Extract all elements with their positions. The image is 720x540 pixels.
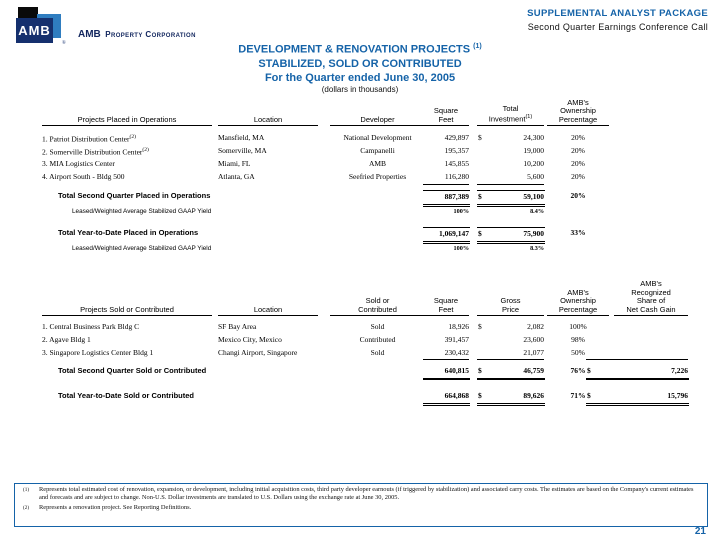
placed-total-ytd-yield: Leased/Weighted Average Stabilized GAAP … [72, 245, 544, 252]
footnote-text: Represents total estimated cost of renov… [39, 486, 694, 502]
dollar-sign: $ [478, 391, 482, 400]
yield-label: Leased/Weighted Average Stabilized GAAP … [72, 208, 212, 215]
brand-name: AMB Property Corporation [78, 24, 196, 42]
col-header-ownership-pct: AMB's Ownership Percentage [547, 98, 609, 126]
col-header-total-investment: Total Investment(1) [477, 104, 544, 126]
conference-call-subtitle: Second Quarter Earnings Conference Call [527, 22, 708, 32]
dollar-sign: $ [478, 133, 482, 142]
sum-rule [477, 359, 544, 360]
col-header-sold-or-contributed: Sold or Contributed [330, 296, 425, 316]
col-header-location: Location [218, 305, 318, 316]
col-header-projects-sold: Projects Sold or Contributed [42, 305, 212, 316]
brand-rest: Property Corporation [105, 30, 196, 39]
table-row: 2. Agave Bldg 1 Mexico City, Mexico Cont… [42, 335, 585, 344]
title-footnote-ref: (1) [473, 43, 482, 50]
dollar-sign: $ [478, 229, 482, 238]
col-header-projects-placed: Projects Placed in Operations [42, 115, 212, 126]
yield-label: Leased/Weighted Average Stabilized GAAP … [72, 245, 212, 252]
col-header-square-feet: Square Feet [423, 106, 469, 126]
total-label: Total Second Quarter Sold or Contributed [58, 366, 207, 375]
placed-total-ytd: Total Year-to-Date Placed in Operations … [0, 227, 720, 244]
total-label: Total Year-to-Date Placed in Operations [58, 228, 199, 237]
title-line-1: DEVELOPMENT & RENOVATION PROJECTS (1) [238, 43, 482, 56]
table-row: 2. Somerville Distribution Center(2) Som… [42, 146, 585, 157]
dollar-sign: $ [478, 366, 482, 375]
registered-trademark: ® [62, 41, 66, 46]
footnote-mark: (1) [23, 487, 30, 493]
placed-table-header: Projects Placed in Operations Location D… [0, 92, 720, 126]
dollar-sign: $ [587, 366, 591, 375]
title-line-2: STABILIZED, SOLD OR CONTRIBUTED [258, 57, 462, 70]
investment-footnote-ref: (1) [525, 114, 533, 120]
footnotes-box: (1) Represents total estimated cost of r… [14, 483, 708, 527]
dollar-sign: $ [587, 391, 591, 400]
dollar-sign: $ [478, 192, 482, 201]
sum-rule [477, 184, 544, 185]
sum-rule [586, 359, 688, 360]
footnote-text: Represents a renovation project. See Rep… [39, 504, 192, 512]
amb-logo: AMB ® [8, 5, 70, 51]
placed-total-q2-yield: Leased/Weighted Average Stabilized GAAP … [72, 208, 544, 215]
table-row: 3. Singapore Logistics Center Bldg 1 Cha… [42, 348, 585, 357]
logo-navy-square: AMB [16, 18, 53, 43]
dollar-sign: $ [478, 322, 482, 331]
table-row: 3. MIA Logistics Center Miami, FL AMB 14… [42, 159, 585, 168]
total-label: Total Year-to-Date Sold or Contributed [58, 391, 194, 400]
sum-rule [423, 359, 469, 360]
col-header-ownership-pct: AMB's Ownership Percentage [547, 288, 609, 316]
table-row: 4. Airport South - Bldg 500 Atlanta, GA … [42, 172, 585, 181]
title-line-3: For the Quarter ended June 30, 2005 [264, 71, 456, 84]
col-header-gross-price: Gross Price [477, 296, 544, 316]
col-header-location: Location [218, 115, 318, 126]
footnote-1: (1) Represents total estimated cost of r… [23, 486, 699, 502]
header-right: SUPPLEMENTAL ANALYST PACKAGE Second Quar… [527, 8, 708, 32]
col-header-developer: Developer [330, 115, 425, 126]
total-label: Total Second Quarter Placed in Operation… [58, 191, 211, 200]
col-header-square-feet: Square Feet [423, 296, 469, 316]
logo-text: AMB [18, 23, 51, 38]
units-note: (dollars in thousands) [321, 85, 399, 94]
sold-table-header: Projects Sold or Contributed Location So… [0, 266, 720, 316]
sold-total-q2: Total Second Quarter Sold or Contributed… [0, 365, 720, 380]
footnote-2: (2) Represents a renovation project. See… [23, 504, 699, 512]
brand-amb: AMB [78, 29, 101, 40]
footnote-mark: (2) [23, 505, 30, 512]
table-row: 1. Central Business Park Bldg C SF Bay A… [42, 322, 587, 331]
sum-rule [423, 184, 469, 185]
page-title: DEVELOPMENT & RENOVATION PROJECTS (1) ST… [120, 40, 600, 85]
placed-total-q2: Total Second Quarter Placed in Operation… [0, 190, 720, 207]
sold-total-ytd: Total Year-to-Date Sold or Contributed 6… [0, 390, 720, 406]
col-header-net-cash-gain: AMB's Recognized Share of Net Cash Gain [614, 279, 688, 316]
page-number: 21 [694, 526, 706, 537]
package-title: SUPPLEMENTAL ANALYST PACKAGE [527, 8, 708, 19]
table-row: 1. Patriot Distribution Center(2) Mansfi… [42, 133, 585, 144]
